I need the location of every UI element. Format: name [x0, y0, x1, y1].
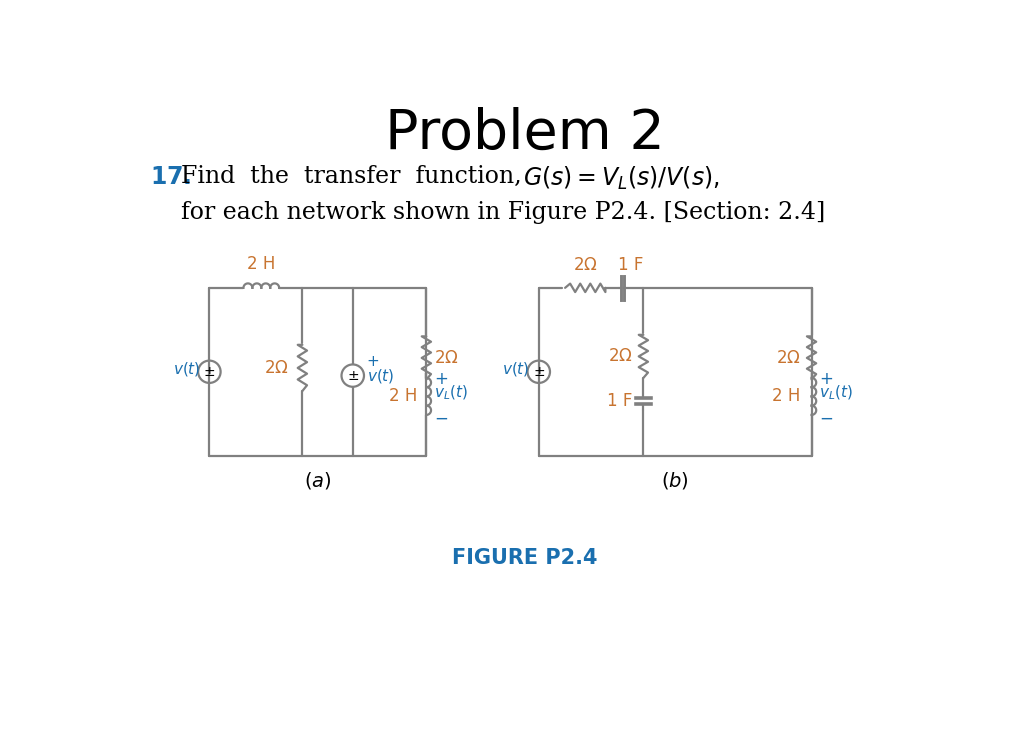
- Text: $G(s) = V_L(s)/V(s),$: $G(s) = V_L(s)/V(s),$: [523, 165, 720, 192]
- Text: $\pm$: $\pm$: [204, 365, 215, 379]
- Text: $v_L(t)$: $v_L(t)$: [819, 383, 853, 401]
- Text: $v(t)$: $v(t)$: [502, 361, 529, 379]
- Text: +: +: [434, 370, 449, 389]
- Text: Find  the  transfer  function,: Find the transfer function,: [180, 165, 521, 187]
- Text: $(\mathit{a})$: $(\mathit{a})$: [304, 469, 332, 491]
- Text: $-$: $-$: [434, 409, 449, 427]
- Text: 2 H: 2 H: [772, 387, 801, 405]
- Text: 1 F: 1 F: [617, 256, 643, 274]
- Text: 1 F: 1 F: [607, 392, 633, 410]
- Text: $(\mathit{b})$: $(\mathit{b})$: [662, 469, 689, 491]
- Text: $-$: $-$: [819, 409, 834, 427]
- Text: +: +: [819, 370, 834, 389]
- Text: +: +: [367, 355, 380, 369]
- Text: $2\Omega$: $2\Omega$: [264, 359, 289, 377]
- Text: $v(t)$: $v(t)$: [172, 361, 200, 379]
- Text: $\pm$: $\pm$: [347, 369, 358, 383]
- Text: $v(t)$: $v(t)$: [367, 367, 394, 385]
- Text: $2\Omega$: $2\Omega$: [608, 347, 633, 365]
- Text: $2\Omega$: $2\Omega$: [572, 256, 598, 274]
- Text: Problem 2: Problem 2: [385, 107, 665, 161]
- Text: FIGURE P2.4: FIGURE P2.4: [452, 548, 598, 568]
- Text: $\pm$: $\pm$: [532, 365, 545, 379]
- Text: $v_L(t)$: $v_L(t)$: [434, 383, 468, 401]
- Text: $2\Omega$: $2\Omega$: [776, 349, 801, 367]
- Text: for each network shown in Figure P2.4. [Section: 2.4]: for each network shown in Figure P2.4. […: [180, 201, 825, 224]
- Text: 2 H: 2 H: [247, 256, 275, 273]
- Text: $\mathbf{17.}$: $\mathbf{17.}$: [150, 165, 191, 189]
- Text: 2 H: 2 H: [389, 387, 417, 405]
- Text: $2\Omega$: $2\Omega$: [434, 349, 459, 367]
